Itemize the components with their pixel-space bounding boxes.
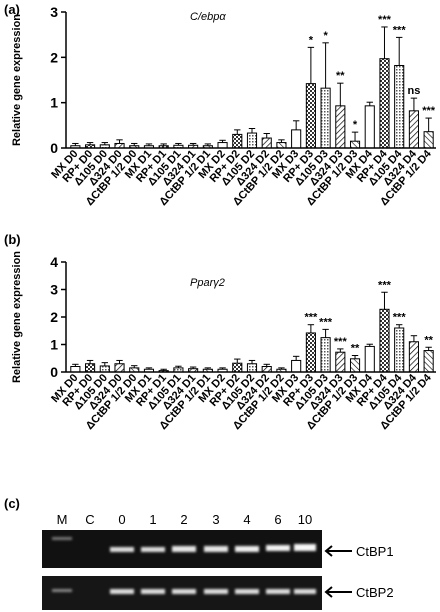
panel-label: (a) <box>4 2 20 17</box>
bar <box>261 366 272 373</box>
band-label: CtBP2 <box>356 585 394 600</box>
bar <box>320 337 331 373</box>
bar <box>335 351 346 373</box>
significance-label: ** <box>336 70 345 82</box>
significance-label: ns <box>407 85 420 97</box>
y-tick-label: 0 <box>50 140 58 156</box>
bar <box>320 87 331 149</box>
significance-label: *** <box>304 312 318 324</box>
significance-label: *** <box>378 279 392 291</box>
bar <box>349 358 361 373</box>
y-tick-label: 1 <box>50 337 58 353</box>
lane-label: C <box>85 512 94 527</box>
bar <box>114 363 125 373</box>
lane-label: 6 <box>274 512 281 527</box>
significance-label: ** <box>351 343 360 355</box>
chart-title: Pparγ2 <box>190 277 225 289</box>
bar <box>423 131 434 149</box>
y-tick-label: 2 <box>50 309 58 325</box>
lane-label: 10 <box>298 512 312 527</box>
bar <box>349 140 361 149</box>
bar <box>276 142 287 149</box>
band-label: CtBP1 <box>356 544 394 559</box>
bar <box>408 110 419 149</box>
lane-label: 0 <box>118 512 125 527</box>
bar <box>394 327 405 373</box>
chart-title: C/ebpα <box>190 11 226 23</box>
bar <box>232 362 243 373</box>
bar <box>305 83 316 149</box>
bar <box>85 363 96 373</box>
y-tick-label: 0 <box>50 364 58 380</box>
bar <box>394 64 405 149</box>
bar <box>291 359 302 373</box>
bar <box>232 133 243 149</box>
lane-label: 1 <box>149 512 156 527</box>
bar <box>99 365 110 373</box>
y-tick-label: 2 <box>50 49 58 65</box>
y-axis-label: Relative gene expression <box>11 14 23 146</box>
gel-panel: (c) M C 0 1 2 3 4 6 10 CtBP1 CtBP2 <box>4 496 394 610</box>
bar <box>70 366 81 373</box>
bar <box>364 345 375 373</box>
lane-label: 3 <box>212 512 219 527</box>
y-tick-label: 3 <box>50 282 58 298</box>
significance-label: ** <box>424 334 433 346</box>
panel-label: (b) <box>4 232 21 247</box>
bar <box>217 142 228 149</box>
y-tick-label: 1 <box>50 95 58 111</box>
significance-label: *** <box>378 14 392 26</box>
bar <box>379 308 390 373</box>
bar <box>335 105 346 149</box>
y-tick-label: 3 <box>50 4 58 20</box>
lane-label: 2 <box>180 512 187 527</box>
significance-label: * <box>309 34 314 46</box>
gel-bands <box>52 537 316 594</box>
significance-label: * <box>323 30 328 42</box>
bar <box>408 341 419 373</box>
y-axis-label: Relative gene expression <box>11 251 23 383</box>
significance-label: *** <box>393 24 407 36</box>
significance-label: *** <box>334 336 348 348</box>
bar <box>423 350 434 373</box>
bar <box>364 105 375 149</box>
lane-label: 4 <box>243 512 250 527</box>
bar <box>379 58 390 149</box>
panel-label: (c) <box>4 496 20 511</box>
bar <box>291 129 302 149</box>
bar <box>246 132 258 149</box>
y-tick-label: 4 <box>50 254 58 270</box>
lane-label: M <box>57 512 68 527</box>
bar <box>305 332 316 373</box>
significance-label: * <box>353 119 358 131</box>
bar <box>261 137 272 149</box>
significance-label: *** <box>393 312 407 324</box>
significance-label: *** <box>319 316 333 328</box>
arrow <box>324 586 352 598</box>
arrow <box>324 545 352 557</box>
significance-label: *** <box>422 105 436 117</box>
bar <box>246 363 258 373</box>
